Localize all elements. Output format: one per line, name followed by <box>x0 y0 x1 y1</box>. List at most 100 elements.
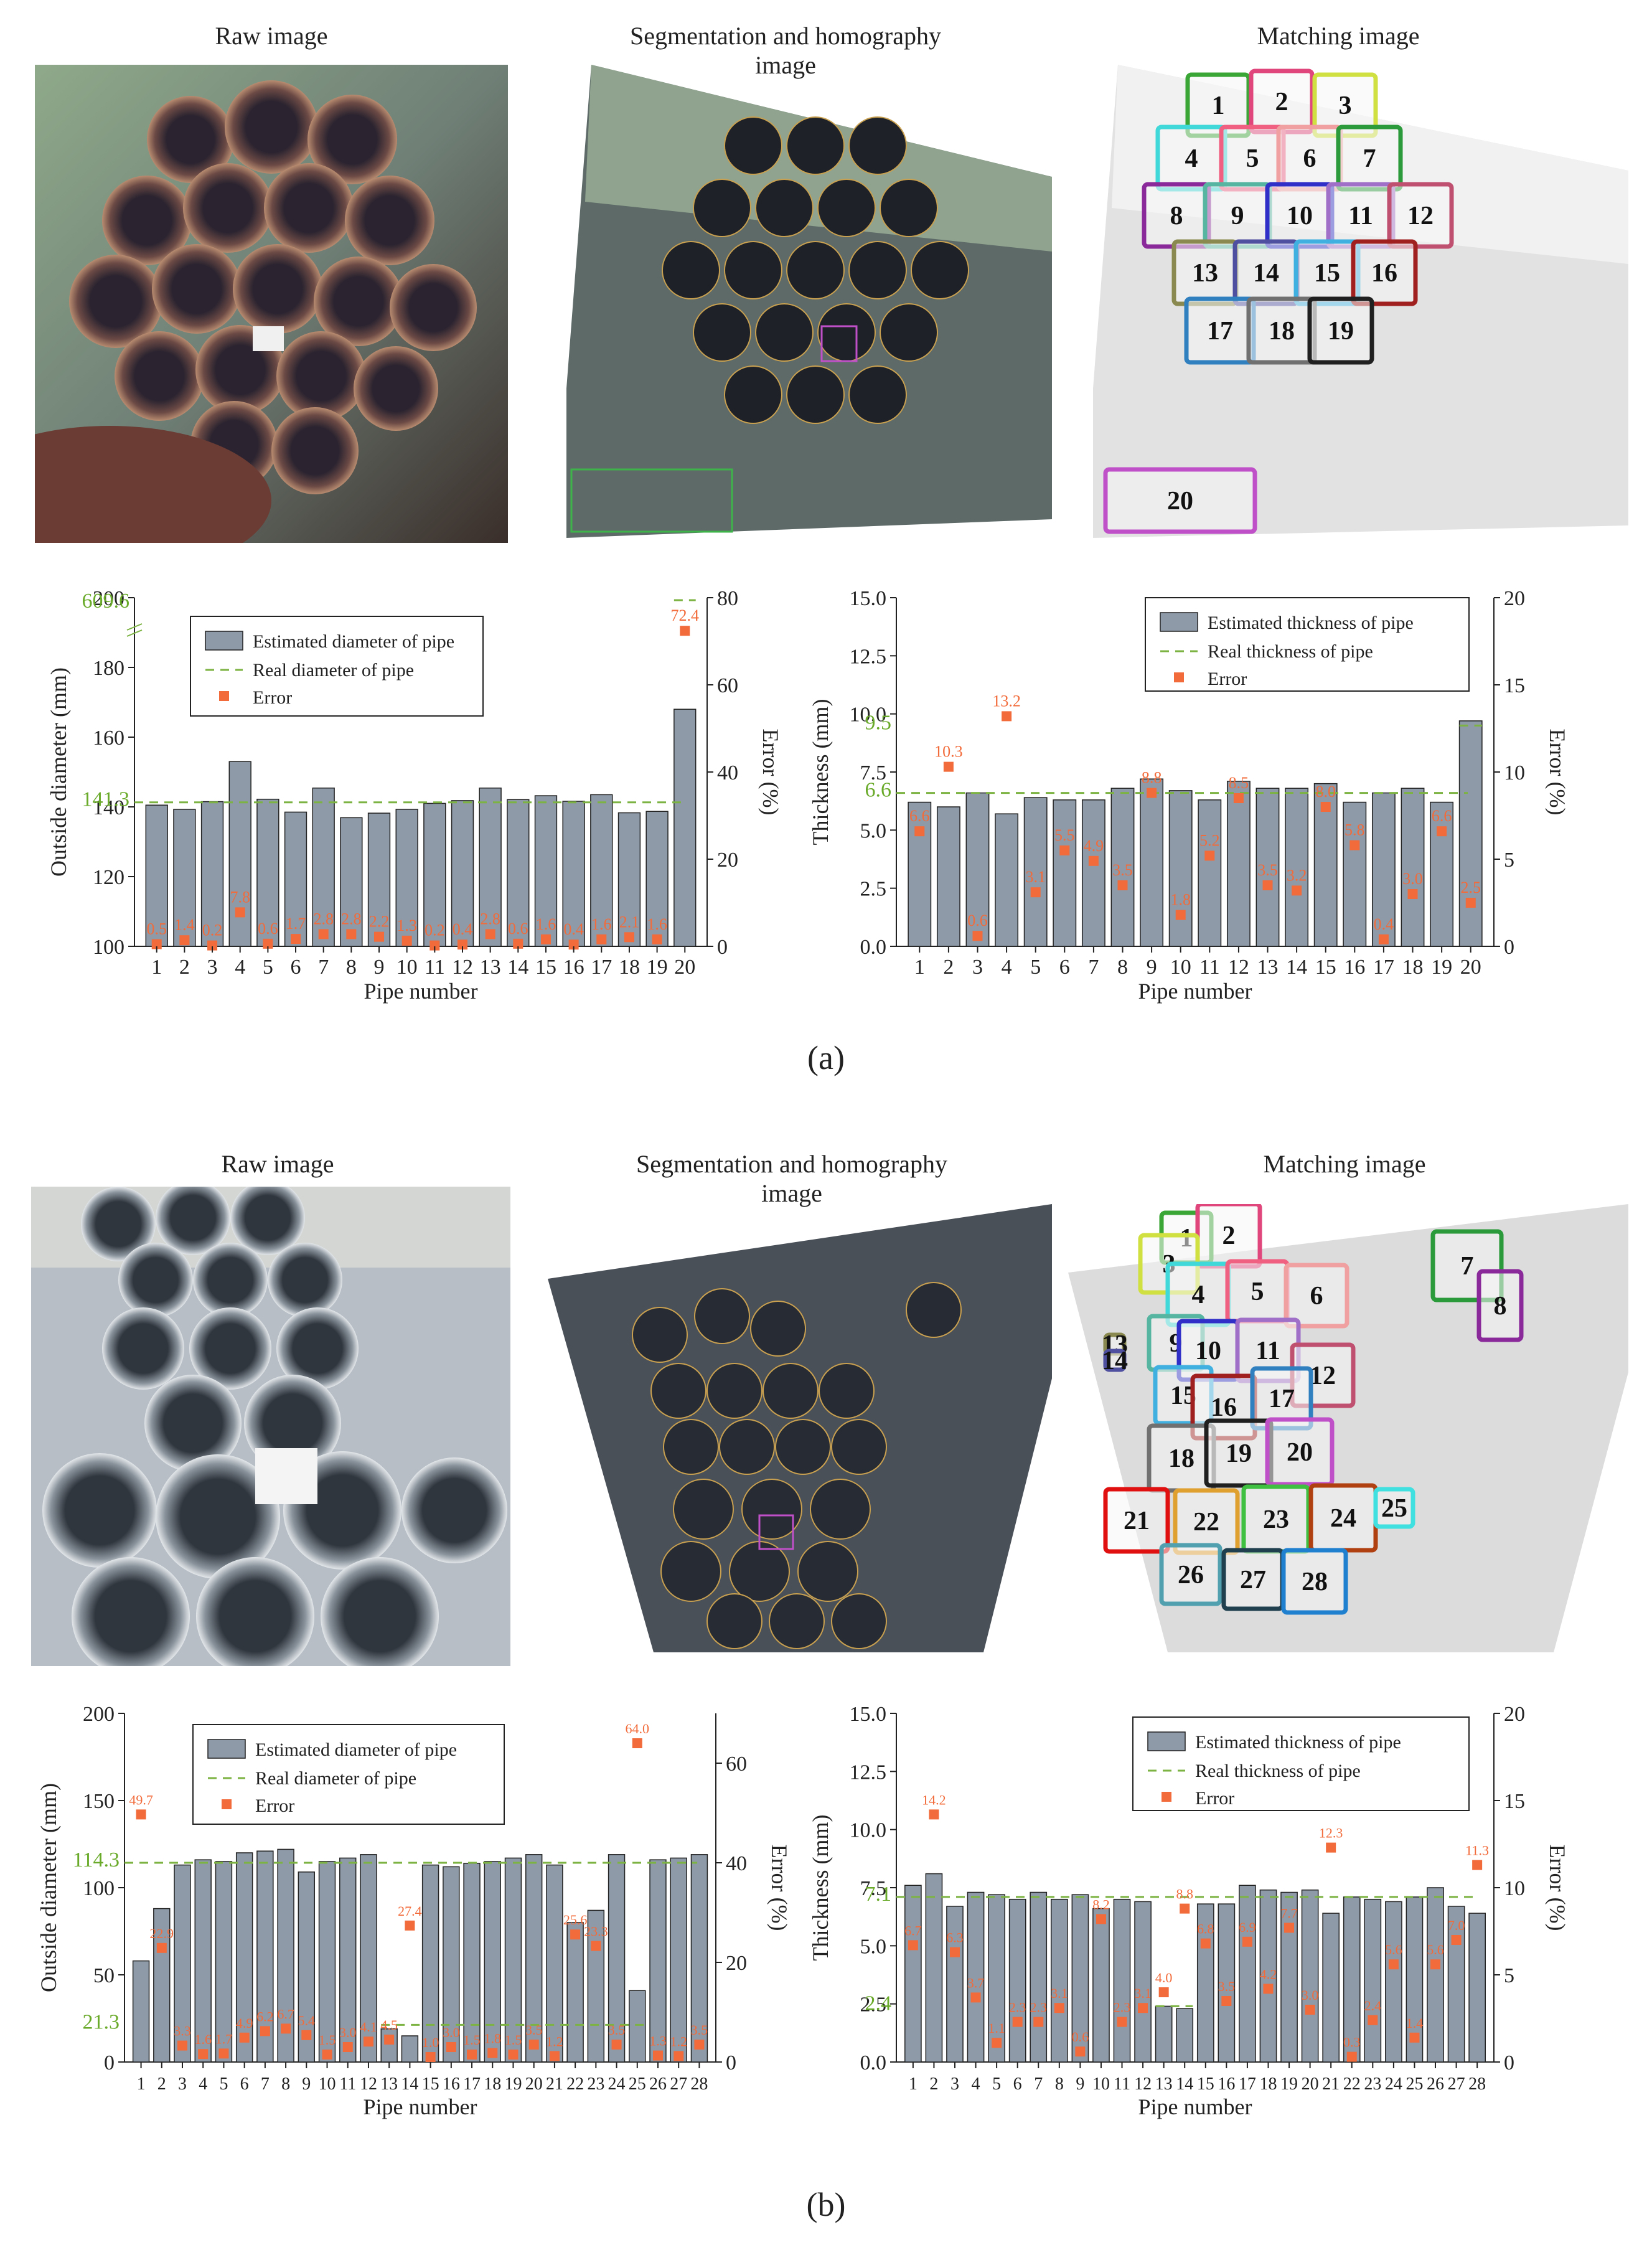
error-label: 3.5 <box>525 2022 543 2038</box>
bar-11 <box>1113 1898 1131 2063</box>
y-tick-label: 50 <box>93 1964 115 1987</box>
match-box <box>1103 467 1257 534</box>
match-label: 15 <box>1314 259 1340 288</box>
y2-tick-label: 40 <box>726 1852 747 1875</box>
x-tick-label: 5 <box>219 2074 228 2094</box>
match-label: 2 <box>1275 88 1288 116</box>
match-label: 9 <box>1231 202 1244 230</box>
legend-error-swatch <box>219 691 229 701</box>
error-label: 1.6 <box>536 915 556 933</box>
error-label: 64.0 <box>626 1721 650 1736</box>
error-label: 0.6 <box>508 920 528 938</box>
error-label: 0.4 <box>1374 915 1394 933</box>
match-box <box>1284 1263 1349 1329</box>
x-tick-label: 7 <box>1088 956 1099 979</box>
caption-match-a: Matching image <box>1257 22 1420 50</box>
pipe-end <box>817 303 876 362</box>
pipe-end <box>354 346 438 431</box>
pipe-end <box>42 1453 157 1568</box>
error-point-3 <box>949 1947 960 1957</box>
pipe-end <box>147 96 234 183</box>
x-tick-label: 20 <box>1460 956 1481 979</box>
error-label: 1.6 <box>591 915 612 933</box>
bar-28 <box>1468 1913 1486 2063</box>
error-point-12 <box>457 939 467 950</box>
pipe-end <box>115 331 204 421</box>
bar-16 <box>1218 1903 1236 2063</box>
real-value-label: 141.3 <box>82 788 130 811</box>
x-tick-label: 9 <box>1076 2074 1084 2094</box>
x-axis-title: Pipe number <box>364 979 478 1004</box>
error-label: 3.1 <box>1134 1985 1152 2001</box>
error-label: 1.6 <box>194 2031 212 2047</box>
error-point-12 <box>363 2036 373 2047</box>
error-label: 1.4 <box>1406 2015 1424 2031</box>
bar-11 <box>339 1857 357 2063</box>
pipe-end <box>848 116 907 175</box>
y2-tick-label: 15 <box>1504 1790 1525 1813</box>
x-tick-label: 6 <box>1013 2074 1022 2094</box>
x-tick-label: 17 <box>463 2074 481 2094</box>
bar-8 <box>340 817 363 947</box>
x-axis-title: Pipe number <box>1138 2094 1252 2119</box>
pipe-end <box>755 303 814 362</box>
error-point-14 <box>1292 885 1302 896</box>
error-label: 22.9 <box>150 1926 174 1941</box>
y-tick-label: 200 <box>83 1703 115 1726</box>
x-tick-label: 6 <box>1059 956 1070 979</box>
x-tick-label: 24 <box>1385 2074 1402 2094</box>
y2-tick-label: 0 <box>726 2051 736 2074</box>
pipe-end <box>848 241 907 299</box>
error-label: 1.4 <box>174 916 195 934</box>
match-box <box>1281 1548 1348 1615</box>
match-label: 18 <box>1269 317 1295 346</box>
x-tick-label: 9 <box>302 2074 311 2094</box>
error-point-4 <box>970 1992 981 2003</box>
error-point-27 <box>673 2051 684 2061</box>
y-tick-label: 0.0 <box>860 2051 887 2074</box>
error-label: 3.2 <box>1287 866 1307 884</box>
bar-13 <box>380 2028 398 2063</box>
error-label: 3.5 <box>1112 861 1133 879</box>
pipe-end <box>390 264 477 351</box>
pipe-end <box>401 1457 507 1563</box>
bar-15 <box>534 795 558 947</box>
error-label: 3.0 <box>1402 870 1423 888</box>
match-label: 13 <box>1192 259 1218 288</box>
pipe-end <box>196 1557 314 1666</box>
error-point-13 <box>1262 880 1273 890</box>
segmentation-image-b <box>548 1204 1052 1652</box>
x-tick-label: 10 <box>319 2074 336 2094</box>
y-tick-label: 2.5 <box>860 878 887 901</box>
error-label: 27.4 <box>398 1903 422 1919</box>
x-tick-label: 18 <box>484 2074 501 2094</box>
error-label: 0.4 <box>453 920 473 938</box>
bar-12 <box>1226 781 1251 947</box>
y2-tick-label: 5 <box>1504 1964 1514 1987</box>
error-label: 2.3 <box>1030 2000 1048 2015</box>
pipe-end <box>230 1187 305 1255</box>
x-tick-label: 16 <box>443 2074 460 2094</box>
pipe-end <box>321 1557 439 1666</box>
x-tick-label: 4 <box>972 2074 980 2094</box>
x-tick-label: 4 <box>199 2074 207 2094</box>
error-label: 5.4 <box>298 2013 316 2028</box>
bar-14 <box>401 2035 419 2063</box>
bar-12 <box>360 1854 377 2063</box>
error-label: 6.7 <box>904 1923 922 1938</box>
y-tick-label: 0 <box>104 2051 115 2074</box>
bar-19 <box>645 811 669 947</box>
y-axis-title: Outside diameter (mm) <box>36 1783 61 1992</box>
error-point-3 <box>177 2040 188 2051</box>
match-label: 10 <box>1287 202 1313 230</box>
legend-box <box>1145 597 1470 692</box>
bar-8 <box>1050 1898 1068 2063</box>
chart-a-diameter: 100120140160180200020406080141.3609.60.5… <box>46 587 783 1004</box>
matching-image-b: 1234567891011121314151617181920212223242… <box>1068 1204 1628 1652</box>
bar-27 <box>670 1857 687 2063</box>
match-box <box>1351 239 1418 306</box>
pipe-end <box>271 407 359 494</box>
bar-6 <box>1053 799 1077 947</box>
error-label: 1.5 <box>319 2032 336 2048</box>
x-tick-label: 27 <box>670 2074 687 2094</box>
